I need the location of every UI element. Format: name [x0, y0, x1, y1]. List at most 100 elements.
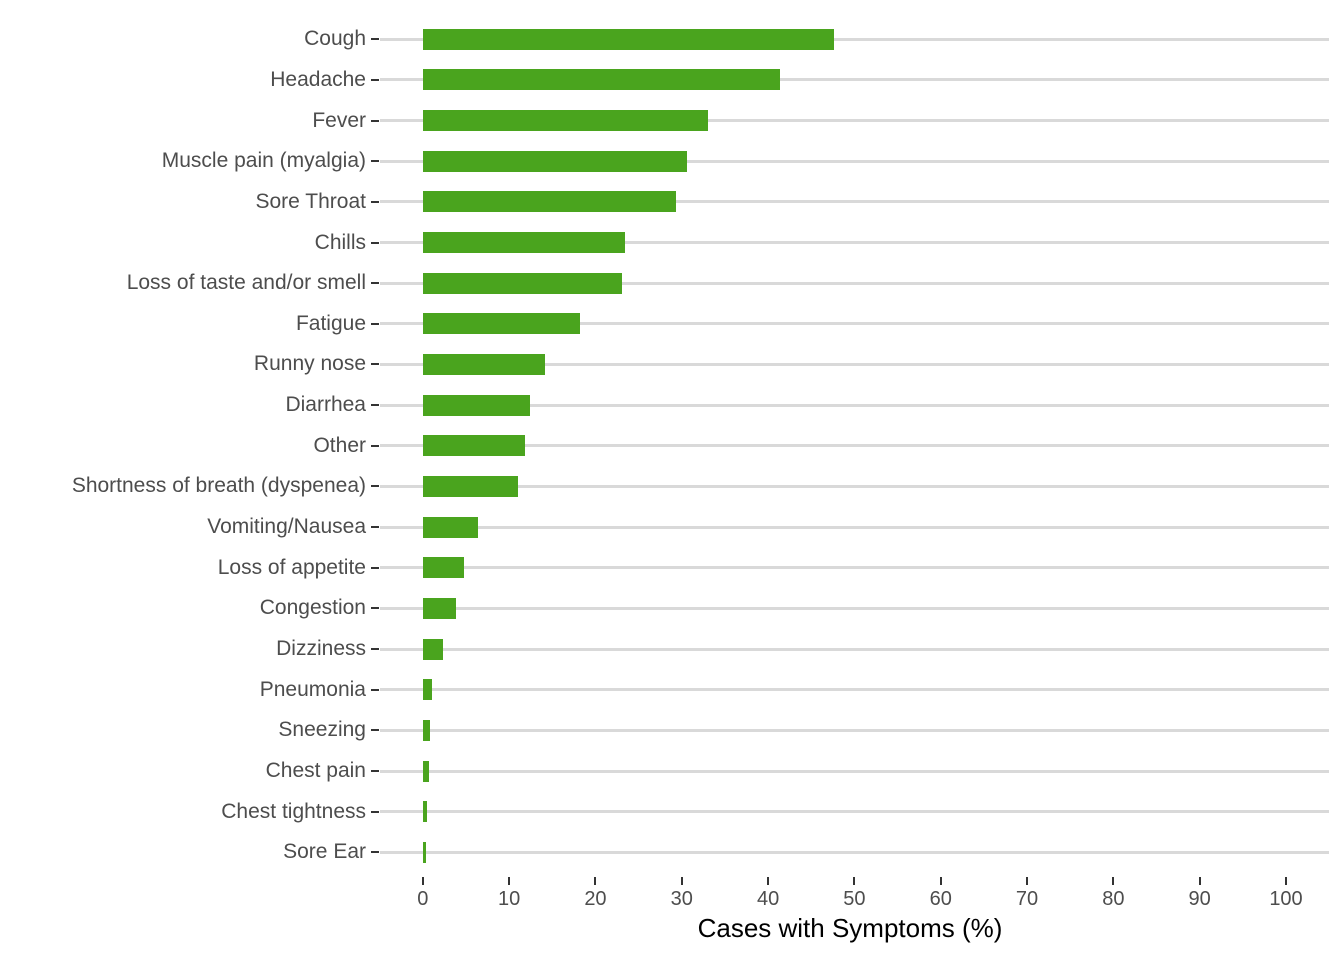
bar: [423, 232, 625, 253]
bar: [423, 760, 430, 782]
bar: [423, 110, 708, 132]
x-tick-mark: [1198, 877, 1201, 885]
y-tick-mark: [371, 160, 379, 163]
gridline: [380, 728, 1329, 732]
category-label: Congestion: [259, 596, 366, 620]
bar: [423, 272, 623, 294]
x-tick-mark: [1112, 877, 1115, 885]
x-tick-mark: [853, 877, 856, 885]
bar: [423, 69, 780, 91]
gridline: [380, 484, 1329, 488]
bar: [423, 313, 581, 335]
y-tick-mark: [371, 444, 379, 447]
gridline: [380, 241, 1329, 244]
x-tick-label: 30: [670, 888, 693, 910]
bar: [423, 557, 465, 579]
y-tick-mark: [371, 322, 379, 325]
x-tick-mark: [508, 877, 511, 885]
category-label: Diarrhea: [285, 393, 366, 417]
x-tick-mark: [939, 877, 942, 885]
gridline: [380, 810, 1329, 814]
x-tick-label: 70: [1015, 888, 1039, 910]
y-tick-mark: [371, 485, 379, 488]
y-tick-mark: [371, 78, 379, 81]
y-tick-mark: [371, 810, 379, 813]
gridline: [380, 200, 1329, 204]
y-tick-mark: [371, 566, 379, 569]
x-tick-label: 20: [584, 888, 607, 910]
x-axis-title: Cases with Symptoms (%): [697, 913, 1003, 943]
y-tick-mark: [371, 363, 379, 366]
category-label: Headache: [270, 67, 366, 91]
gridline: [380, 444, 1329, 448]
gridline: [380, 159, 1329, 163]
x-tick-label: 100: [1269, 888, 1303, 910]
gridline: [380, 403, 1329, 407]
y-tick-mark: [371, 851, 379, 854]
bar: [423, 435, 525, 457]
category-label: Muscle pain (myalgia): [161, 149, 366, 173]
x-tick-label: 40: [756, 888, 780, 910]
gridline: [380, 566, 1329, 570]
y-tick-mark: [371, 770, 379, 773]
y-tick-mark: [371, 200, 379, 203]
category-label: Fatigue: [295, 311, 366, 335]
category-label: Vomiting/Nausea: [207, 515, 366, 539]
bar: [423, 516, 479, 538]
y-tick-mark: [371, 119, 379, 122]
category-label: Loss of appetite: [217, 555, 366, 579]
category-label: Runny nose: [253, 352, 366, 376]
bar: [423, 150, 688, 172]
bar: [423, 841, 426, 863]
x-tick-label: 90: [1188, 888, 1211, 910]
y-tick-mark: [371, 526, 379, 529]
category-label: Pneumonia: [259, 677, 366, 701]
category-label: Other: [313, 433, 366, 457]
gridline: [380, 606, 1329, 610]
y-tick-mark: [371, 38, 379, 41]
gridline: [380, 78, 1329, 82]
y-tick-mark: [371, 729, 379, 732]
gridline: [380, 37, 1329, 41]
x-tick-label: 0: [417, 888, 429, 910]
category-label: Fever: [312, 108, 366, 132]
category-label: Sneezing: [278, 718, 366, 742]
bar: [423, 719, 430, 741]
gridline: [380, 119, 1329, 123]
x-tick-mark: [680, 877, 683, 885]
y-tick-mark: [371, 282, 379, 285]
category-label: Chest pain: [265, 759, 366, 783]
gridline: [380, 688, 1329, 692]
y-tick-mark: [371, 404, 379, 407]
gridline: [380, 647, 1329, 651]
x-tick-label: 80: [1102, 888, 1125, 910]
category-label: Loss of taste and/or smell: [126, 271, 366, 295]
bar: [423, 679, 432, 701]
gridline: [380, 769, 1329, 773]
bar: [423, 475, 518, 497]
y-tick-mark: [371, 241, 379, 244]
y-tick-mark: [371, 688, 379, 691]
bar: [423, 191, 676, 213]
category-label: Sore Throat: [255, 189, 366, 213]
bar: [423, 638, 443, 660]
gridline: [380, 850, 1329, 854]
x-tick-mark: [421, 877, 424, 885]
category-label: Chills: [314, 230, 366, 254]
gridline: [380, 362, 1329, 366]
x-tick-mark: [1026, 877, 1029, 885]
category-label: Cough: [304, 27, 366, 51]
gridline: [380, 322, 1329, 326]
gridline: [380, 281, 1329, 285]
x-tick-mark: [594, 877, 597, 885]
bar: [423, 394, 531, 416]
bar: [423, 597, 456, 619]
gridline: [380, 525, 1329, 529]
x-tick-label: 10: [497, 888, 521, 910]
x-tick-label: 50: [843, 888, 866, 910]
category-label: Sore Ear: [283, 840, 366, 864]
category-label: Chest tightness: [221, 799, 366, 823]
bar: [423, 28, 834, 50]
bar: [423, 801, 428, 823]
